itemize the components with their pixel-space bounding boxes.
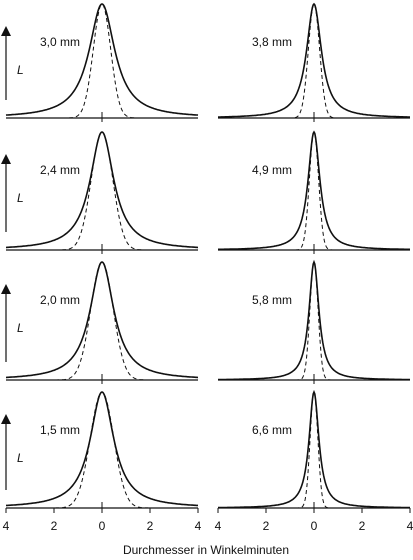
panel-3-label: 2,4 mm <box>40 163 80 177</box>
panel-7-label: 1,5 mm <box>40 423 80 437</box>
panel-1-label: 3,0 mm <box>40 35 80 49</box>
x-tick-label: 2 <box>147 519 154 533</box>
panel-5-label: 2,0 mm <box>40 293 80 307</box>
panel-5-series-dashed <box>6 261 198 381</box>
panel-2-series-dashed <box>218 3 410 119</box>
panel-4-series-dashed <box>218 130 410 251</box>
panel-1-y-arrow-head <box>1 26 11 36</box>
panel-3-y-label: L <box>17 191 24 205</box>
x-tick-label: 0 <box>311 519 318 533</box>
panel-8-series-solid <box>218 389 410 509</box>
x-tick-label: 0 <box>99 519 106 533</box>
panel-1-y-label: L <box>17 63 24 77</box>
panel-1-series-dashed <box>6 3 198 119</box>
panel-4-series-solid <box>218 130 410 251</box>
panel-2-label: 3,8 mm <box>252 35 292 49</box>
x-tick-label: 4 <box>407 519 413 533</box>
panel-6-series-solid <box>218 259 410 381</box>
panel-8-series-dashed <box>218 390 410 509</box>
panel-5-series-solid <box>6 261 198 379</box>
x-tick-label: 2 <box>359 519 366 533</box>
x-axis-label: Durchmesser in Winkelminuten <box>123 543 289 557</box>
panel-1-series-solid <box>5 3 199 116</box>
panel-7-y-label: L <box>17 451 24 465</box>
panel-3-y-arrow-head <box>1 154 11 164</box>
panel-4-label: 4,9 mm <box>252 163 292 177</box>
panel-8-label: 6,6 mm <box>252 423 292 437</box>
x-tick-label: 2 <box>51 519 58 533</box>
panel-2-series-solid <box>218 2 410 118</box>
panel-7-y-arrow-head <box>1 414 11 424</box>
panel-6-series-dashed <box>218 260 410 381</box>
panel-5-y-label: L <box>17 321 24 335</box>
panel-7-series-dashed <box>6 391 198 509</box>
x-tick-label: 2 <box>263 519 270 533</box>
panel-7-series-solid <box>6 391 198 507</box>
panel-5-y-arrow-head <box>1 284 11 294</box>
panel-3-series-dashed <box>6 131 198 251</box>
x-tick-label: 4 <box>3 519 10 533</box>
x-tick-label: 4 <box>195 519 202 533</box>
panel-6-label: 5,8 mm <box>252 293 292 307</box>
x-tick-label: 4 <box>215 519 222 533</box>
panel-3-series-solid <box>6 131 198 249</box>
